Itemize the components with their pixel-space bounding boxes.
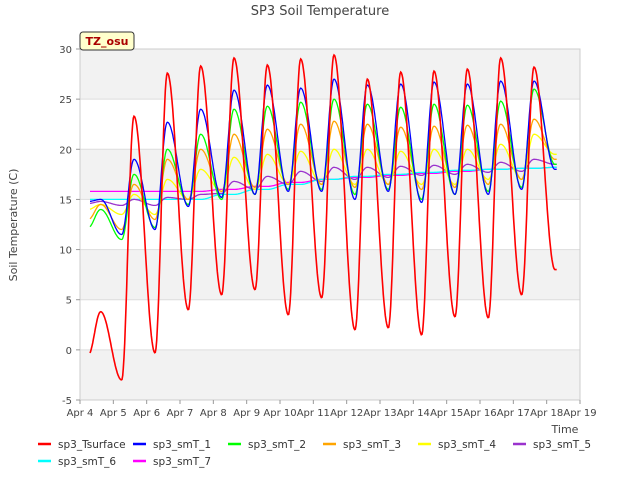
y-tick-label: -5 <box>62 396 72 407</box>
y-axis-ticks: -5 0 5 10 15 20 25 30 <box>59 45 80 407</box>
legend-label: sp3_smT_7 <box>153 456 211 468</box>
x-tick-label: Apr 17 <box>497 408 530 419</box>
x-tick-label: Apr 5 <box>100 408 127 419</box>
x-tick-label: Apr 8 <box>200 408 227 419</box>
legend-label: sp3_smT_2 <box>248 439 306 451</box>
legend-label: sp3_smT_6 <box>58 456 116 468</box>
y-tick-label: 0 <box>66 346 72 357</box>
legend-label: sp3_smT_5 <box>533 439 591 451</box>
band <box>80 249 580 300</box>
x-tick-label: Apr 18 <box>530 408 563 419</box>
y-axis-label: Soil Temperature (C) <box>7 169 20 282</box>
y-tick-label: 25 <box>59 95 72 106</box>
plot-frame <box>79 48 581 401</box>
x-axis-ticks: Apr 4 Apr 5 Apr 6 Apr 7 Apr 8 Apr 9 Apr 10 Apr … <box>67 400 597 419</box>
legend-label: sp3_smT_4 <box>438 439 496 451</box>
legend-label: sp3_smT_3 <box>343 439 401 451</box>
x-tick-label: Apr 12 <box>330 408 363 419</box>
y-tick-label: 30 <box>59 45 72 56</box>
x-tick-label: Apr 19 <box>563 408 596 419</box>
x-tick-label: Apr 10 <box>263 408 296 419</box>
x-tick-label: Apr 7 <box>167 408 194 419</box>
x-axis-label: Time <box>551 423 579 436</box>
series-lines <box>89 53 557 381</box>
x-tick-label: Apr 13 <box>363 408 396 419</box>
legend: sp3_Tsurface sp3_smT_1 sp3_smT_2 sp3_smT_3 s… <box>38 439 591 468</box>
background-bands <box>80 49 580 400</box>
series-line-sp3_smT_1 <box>90 78 557 236</box>
chart-title: SP3 Soil Temperature <box>251 4 389 19</box>
x-tick-label: Apr 15 <box>430 408 463 419</box>
x-tick-label: Apr 6 <box>133 408 160 419</box>
series-line-sp3_Tsurface <box>89 53 557 381</box>
x-tick-label: Apr 4 <box>67 408 94 419</box>
series-line-sp3_smT_3 <box>89 118 557 231</box>
y-tick-label: 10 <box>59 246 72 257</box>
x-tick-label: Apr 16 <box>463 408 496 419</box>
annotation-box: TZ_osu <box>79 31 135 51</box>
y-tick-label: 5 <box>66 296 72 307</box>
band <box>80 349 580 400</box>
y-tick-label: 15 <box>59 195 72 206</box>
legend-label: sp3_Tsurface <box>58 439 126 451</box>
y-tick-label: 20 <box>59 145 72 156</box>
legend-label: sp3_smT_1 <box>153 439 211 451</box>
x-tick-label: Apr 14 <box>397 408 430 419</box>
x-tick-label: Apr 9 <box>233 408 260 419</box>
x-tick-label: Apr 11 <box>297 408 330 419</box>
band <box>80 49 580 100</box>
annotation-text: TZ_osu <box>86 35 129 48</box>
